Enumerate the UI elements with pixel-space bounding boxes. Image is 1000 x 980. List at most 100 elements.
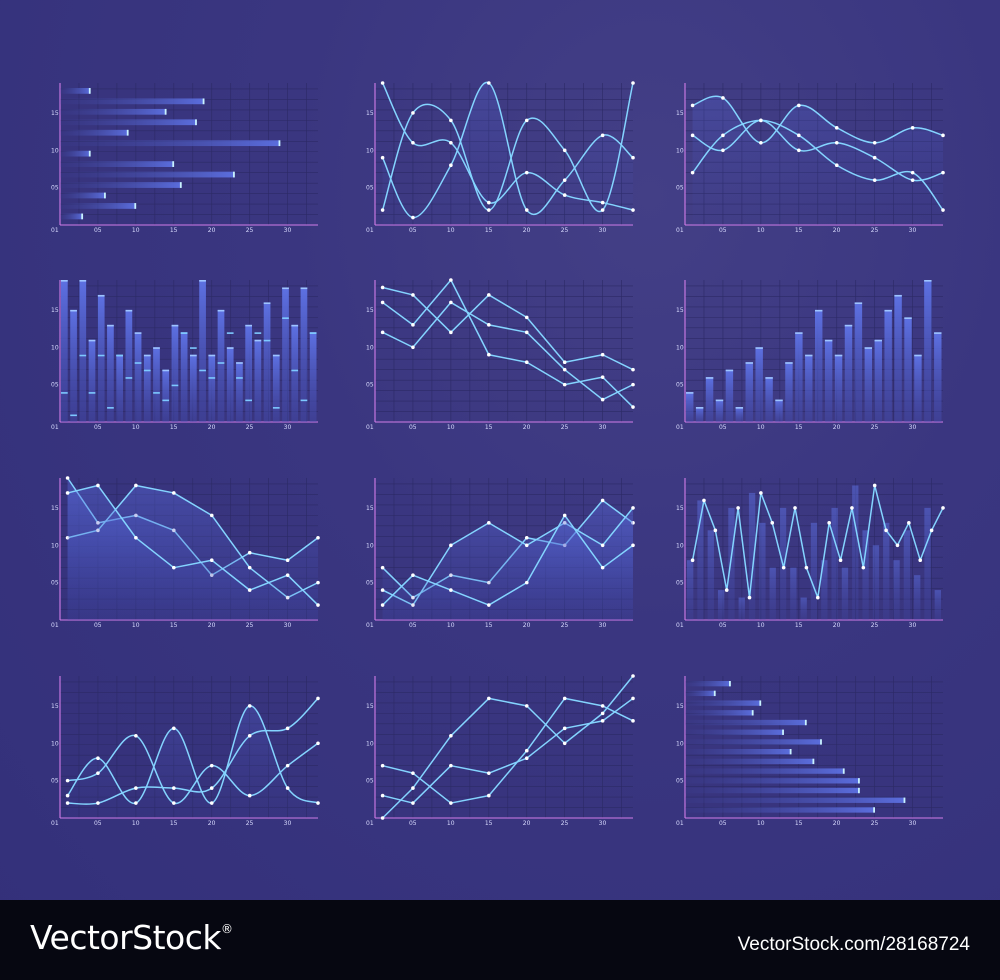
- x-tick-label: 25: [246, 820, 254, 827]
- chart-panel-11: 01 05 10 15 20 25 30 05 10 15: [365, 668, 665, 838]
- bar-marker: [233, 171, 235, 178]
- data-point: [172, 801, 176, 805]
- chart-panel-12: 01 05 10 15 20 25 30 05 10 15: [675, 668, 975, 838]
- data-point: [487, 352, 491, 357]
- x-tick-label: 10: [132, 424, 140, 431]
- y-tick-label: 05: [366, 580, 374, 587]
- data-point: [884, 528, 888, 533]
- bar-marker: [107, 407, 114, 409]
- bar: [775, 399, 783, 422]
- bar: [844, 324, 853, 422]
- data-point: [631, 367, 635, 372]
- bar-marker: [104, 192, 106, 199]
- bar-cap: [695, 407, 704, 409]
- bar: [60, 203, 136, 209]
- bar: [180, 332, 188, 422]
- bar: [854, 302, 863, 422]
- data-point: [910, 126, 915, 130]
- data-point: [134, 535, 138, 540]
- data-point: [380, 603, 385, 607]
- bar-cap: [190, 354, 197, 357]
- bar-marker: [116, 354, 123, 357]
- bar: [208, 354, 216, 422]
- bar-cap: [134, 332, 142, 334]
- bar-marker: [180, 332, 188, 334]
- data-point: [172, 491, 176, 495]
- chart-svg: 01 05 10 15 20 25 30 05 10 15: [366, 674, 635, 827]
- x-tick-label: 10: [447, 227, 455, 234]
- bar-marker: [125, 377, 133, 379]
- x-tick-label: 15: [170, 622, 178, 629]
- data-point: [929, 528, 934, 533]
- bar: [282, 287, 289, 422]
- series-area: [382, 82, 633, 225]
- x-tick-label: 25: [871, 424, 879, 431]
- series-area: [67, 705, 319, 818]
- data-point: [380, 300, 385, 305]
- bar: [769, 567, 776, 620]
- brand-logo[interactable]: VectorStock®: [30, 918, 233, 957]
- data-point: [134, 786, 138, 790]
- data-point: [797, 148, 801, 153]
- data-point: [631, 405, 635, 409]
- bar: [824, 339, 833, 422]
- series-area: [67, 485, 319, 620]
- y-tick-label: 05: [366, 382, 374, 389]
- data-point: [411, 323, 415, 327]
- y-tick-label: 15: [676, 703, 684, 710]
- bar: [735, 407, 744, 422]
- bar: [914, 575, 921, 620]
- bar: [272, 354, 280, 422]
- series-line: [692, 95, 944, 144]
- data-point: [872, 155, 877, 160]
- bar-cap: [226, 347, 234, 349]
- chart-svg: 01 05 10 15 20 25 30 05 10 15: [51, 476, 320, 629]
- bar: [872, 545, 880, 620]
- y-tick-label: 15: [676, 110, 684, 117]
- bar: [834, 354, 843, 422]
- data-point: [562, 178, 567, 182]
- y-tick-label: 10: [366, 740, 374, 747]
- data-point: [827, 521, 831, 525]
- data-point: [872, 178, 877, 182]
- bar: [309, 332, 317, 422]
- x-tick-label: 25: [871, 820, 879, 827]
- bar-marker: [903, 797, 906, 803]
- data-point: [838, 558, 843, 563]
- chart-svg: 01 05 10 15 20 25 30 05 10 15: [676, 280, 943, 431]
- x-tick-label: 20: [208, 820, 216, 827]
- x-tick-label: 25: [246, 622, 254, 629]
- bar-cap: [735, 407, 744, 409]
- y-tick-label: 10: [366, 147, 374, 154]
- data-point: [285, 558, 290, 563]
- data-point: [247, 565, 252, 570]
- data-point: [380, 565, 385, 570]
- data-point: [449, 278, 453, 282]
- data-point: [524, 535, 529, 540]
- bar-marker: [202, 98, 205, 105]
- bar-cap: [171, 324, 179, 327]
- bar: [821, 560, 828, 620]
- bar: [810, 522, 818, 620]
- data-point: [380, 208, 385, 212]
- data-point: [316, 535, 320, 540]
- data-point: [524, 208, 529, 212]
- series-line: [67, 734, 319, 804]
- data-point: [631, 506, 635, 510]
- x-tick-label: 15: [795, 622, 803, 629]
- data-point: [702, 498, 706, 503]
- bar-marker: [70, 414, 77, 417]
- bar-cap: [97, 294, 105, 297]
- bar-cap: [107, 324, 114, 327]
- data-point: [562, 367, 567, 372]
- data-point: [524, 704, 529, 708]
- data-point: [736, 506, 740, 510]
- y-tick-label: 10: [676, 147, 684, 154]
- bar: [60, 182, 182, 188]
- bar: [685, 681, 731, 687]
- bar: [738, 597, 745, 620]
- bar-cap: [795, 332, 803, 334]
- bar-marker: [245, 399, 252, 402]
- bar: [685, 807, 875, 813]
- data-point: [631, 543, 635, 548]
